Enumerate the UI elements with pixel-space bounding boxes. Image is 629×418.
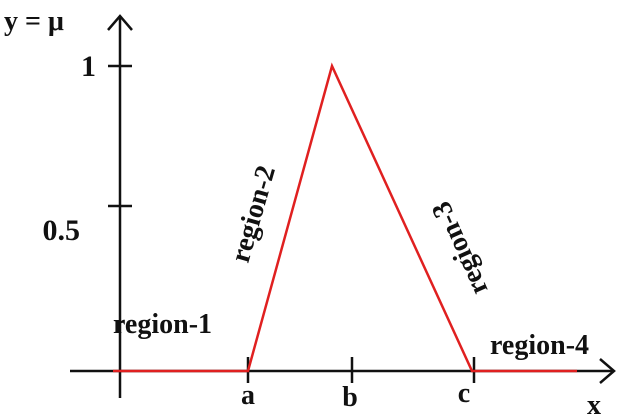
x-tick-label-a: a — [241, 380, 255, 411]
y-tick-label-1: 1 — [81, 50, 96, 83]
region-4-label: region-4 — [490, 330, 589, 361]
x-axis-arrowhead — [599, 358, 616, 384]
x-tick-label-c: c — [458, 378, 470, 409]
region-3-label: region-3 — [426, 197, 495, 300]
x-axis-label: x — [587, 390, 601, 418]
y-axis-arrowhead — [107, 14, 133, 31]
region-1-label: region-1 — [113, 309, 212, 340]
y-axis-label: y = μ — [4, 6, 64, 37]
y-tick-label-0-5: 0.5 — [43, 214, 81, 247]
x-tick-label-b: b — [342, 382, 358, 413]
membership-curve — [113, 62, 577, 373]
region-2-label: region-2 — [225, 162, 282, 266]
